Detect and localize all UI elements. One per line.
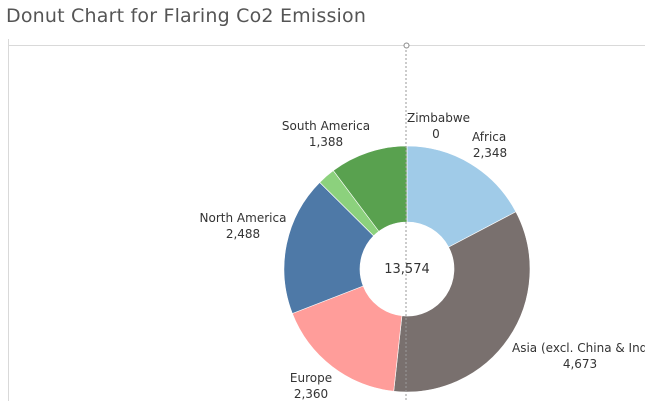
slice-value-label: 1,388 [309, 135, 343, 149]
slice-value-label: 2,488 [226, 227, 260, 241]
donut-slice-3[interactable] [291, 285, 403, 392]
donut-slice-4[interactable] [283, 181, 375, 314]
donut-slice-6[interactable] [332, 145, 408, 232]
total-label: 13,574 [384, 262, 430, 277]
slice-category-label: Asia (excl. China & India) [512, 341, 645, 355]
slice-category-label: Zimbabwe [407, 111, 470, 125]
donut-slices [283, 145, 531, 393]
axis-zero-marker [403, 42, 410, 49]
slice-category-label: South America [282, 119, 370, 133]
donut-slice-1[interactable] [406, 145, 517, 248]
plot-frame-top [8, 45, 645, 46]
slice-category-label: Europe [290, 371, 332, 385]
slice-value-label: 4,673 [563, 357, 597, 371]
slice-category-label: North America [200, 211, 287, 225]
donut-slice-2[interactable] [393, 211, 531, 393]
slice-category-label: Africa [472, 130, 506, 144]
slice-value-label: 2,348 [473, 146, 507, 160]
chart-title: Donut Chart for Flaring Co2 Emission [6, 5, 367, 27]
slice-labels: Zimbabwe 0 Africa 2,348 Asia (excl. China & … [200, 111, 645, 401]
slice-value-label: 2,360 [294, 387, 328, 401]
plot-frame-left [8, 39, 9, 401]
slice-value-label: 0 [432, 127, 440, 141]
